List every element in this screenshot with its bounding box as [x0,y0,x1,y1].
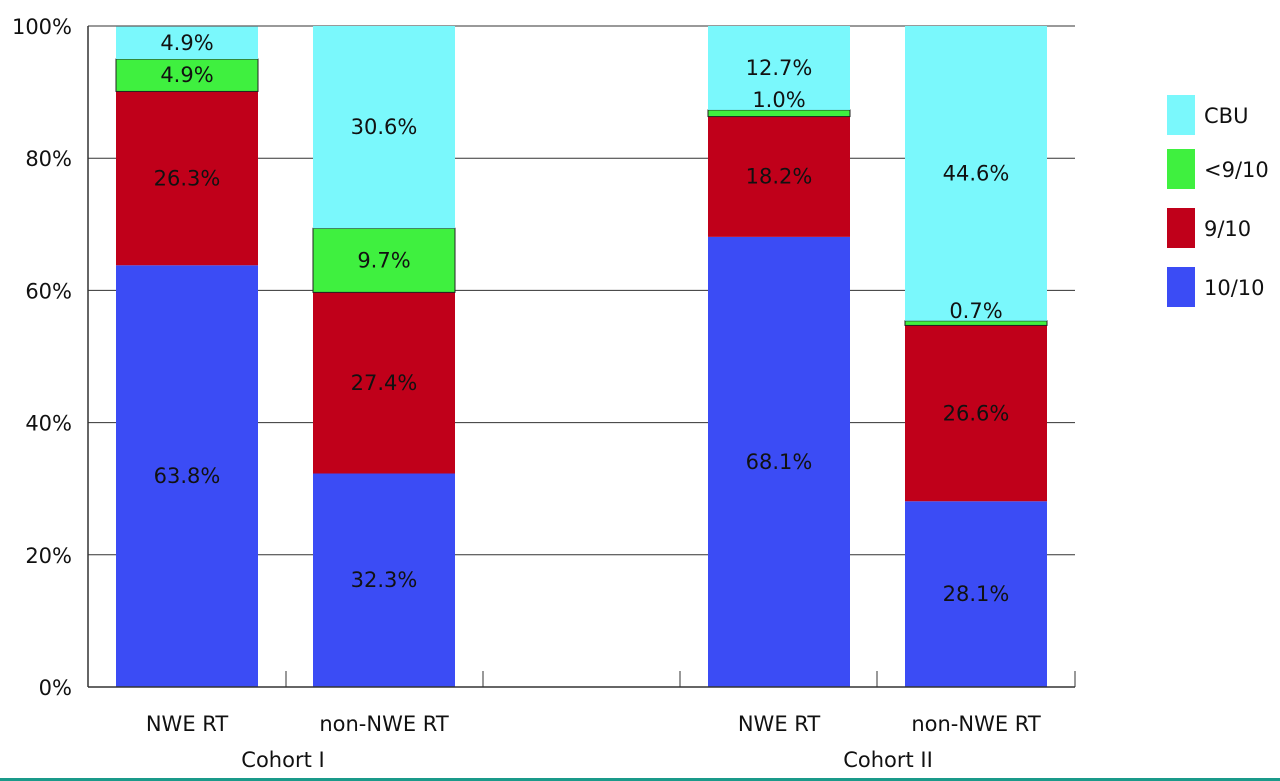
bar-segment [905,26,1047,321]
x-tick-label: non-NWE RT [319,712,449,736]
data-label: 18.2% [746,165,813,189]
bar-segment [708,116,850,237]
legend: CBU <9/10 9/10 10/10 [1167,95,1269,307]
legend-label: CBU [1204,104,1248,128]
x-group-label: Cohort II [843,748,933,772]
bar-segment [905,501,1047,687]
data-label: 26.6% [943,401,1010,425]
y-tick-label: 40% [25,412,72,436]
x-tick-label: non-NWE RT [911,712,1041,736]
data-label: 63.8% [154,464,221,488]
x-tick-label: NWE RT [146,712,228,736]
data-label: 1.0% [752,88,805,112]
data-label: 28.1% [943,582,1010,606]
axes: 0% 20% 40% 60% 80% 100% [12,15,1076,700]
bar-segment [313,473,455,687]
data-label: 9.7% [357,248,410,272]
bar-segment [116,26,258,60]
data-label: 32.3% [351,568,418,592]
bar-segment [313,292,455,474]
data-label: 30.6% [351,115,418,139]
y-tick-label: 60% [25,279,72,303]
bar-segment [708,236,850,687]
legend-swatch [1167,149,1195,189]
bars [115,26,1048,687]
x-tick-label: NWE RT [738,712,820,736]
legend-swatch [1167,267,1195,307]
bar-segment [312,227,456,293]
bar-segment [116,265,258,687]
legend-label: 10/10 [1204,276,1265,300]
data-label: 68.1% [746,450,813,474]
data-label: 44.6% [943,161,1010,185]
data-label: 0.7% [949,299,1002,323]
legend-label: <9/10 [1204,158,1269,182]
x-group-label: Cohort I [241,748,324,772]
y-tick-label: 80% [25,147,72,171]
y-tick-label: 20% [25,544,72,568]
footer-rule [0,778,1280,781]
y-tick-label: 100% [12,15,72,39]
bar-segment [115,58,259,92]
labels: 63.8% 26.3% 4.9% 4.9% 32.3% 27.4% 9.7% 30.6% 68.… [146,31,1041,772]
legend-swatch [1167,208,1195,248]
bar-segment [708,26,850,110]
data-label: 12.7% [746,56,813,80]
data-label: 26.3% [154,166,221,190]
data-label: 27.4% [351,371,418,395]
data-label: 4.9% [160,31,213,55]
data-label: 4.9% [160,63,213,87]
legend-label: 9/10 [1204,217,1251,241]
bar-segment [313,26,455,229]
bar-segment [116,91,258,266]
y-tick-label: 0% [39,676,72,700]
legend-swatch [1167,95,1195,135]
bar-segment [905,325,1047,502]
